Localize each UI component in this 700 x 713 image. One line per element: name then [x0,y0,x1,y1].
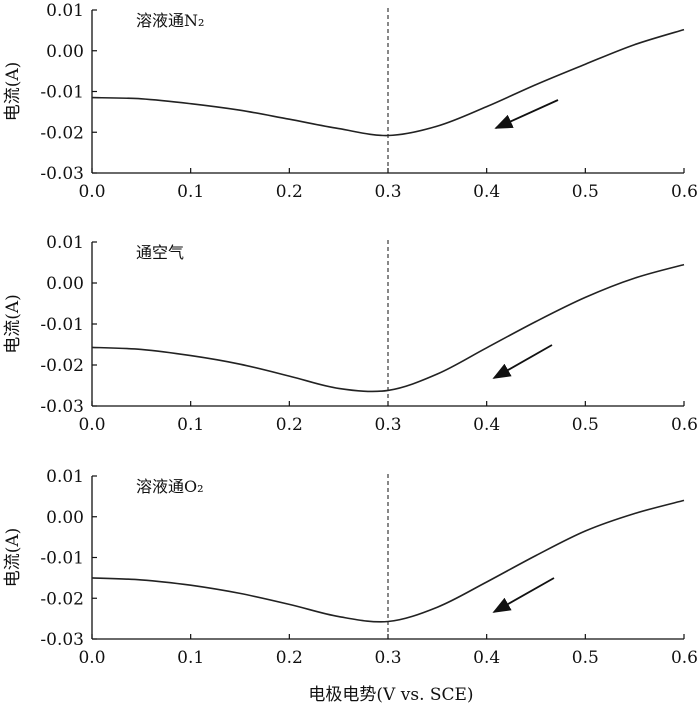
x-tick-label: 0.0 [78,648,105,668]
y-tick-label: -0.03 [40,164,84,184]
panel-annotation: 溶液通N₂ [136,11,204,30]
y-tick-label: -0.01 [40,83,84,103]
x-tick-label: 0.3 [374,415,401,435]
y-tick-label: 0.00 [46,42,84,62]
series-line [91,499,685,623]
x-tick-label: 0.0 [78,415,105,435]
y-tick-label: -0.02 [40,589,84,609]
chart-panel-2: 0.01 0.00 -0.01 -0.02 -0.030.0 0.1 0.2 0.3 0.4 0.… [3,233,698,435]
x-tick-label: 0.4 [473,182,500,202]
y-tick-label: -0.01 [40,315,84,335]
y-tick-label: 0.01 [46,467,84,487]
y-axis-label: 电流(A) [3,62,23,122]
y-axis-label: 电流(A) [3,294,23,354]
x-tick-label: 0.5 [572,182,599,202]
x-tick-label: 0.6 [671,648,698,668]
x-tick-label: 0.2 [276,415,303,435]
series-line [91,263,685,393]
x-tick-label: 0.0 [78,182,105,202]
panel-annotation: 溶液通O₂ [136,477,204,496]
panel-annotation: 通空气 [136,243,184,262]
y-axis-label: 电流(A) [3,528,23,588]
chart-panel-1: 0.01 0.00 -0.01 -0.02 -0.030.0 0.1 0.2 0.3 0.4 0.… [3,1,698,202]
x-tick-label: 0.5 [572,415,599,435]
x-tick-label: 0.1 [177,415,204,435]
y-tick-label: -0.02 [40,356,84,376]
scan-direction-arrow [492,344,553,379]
scan-direction-arrow [494,99,559,129]
y-tick-label: -0.03 [40,397,84,417]
y-tick-label: 0.00 [46,274,84,294]
y-tick-label: -0.02 [40,123,84,143]
x-tick-label: 0.4 [473,648,500,668]
x-tick-label: 0.1 [177,182,204,202]
x-tick-label: 0.5 [572,648,599,668]
series-line [91,28,685,137]
x-tick-label: 0.3 [374,648,401,668]
x-tick-label: 0.6 [671,182,698,202]
y-tick-label: 0.01 [46,233,84,253]
scan-direction-arrow [492,577,555,613]
y-tick-label: -0.01 [40,549,84,569]
y-tick-label: 0.01 [46,1,84,21]
x-tick-label: 0.1 [177,648,204,668]
x-tick-label: 0.6 [671,415,698,435]
chart-panel-3: 0.01 0.00 -0.01 -0.02 -0.030.0 0.1 0.2 0.3 0.4 0.… [3,467,698,668]
x-tick-label: 0.2 [276,182,303,202]
x-tick-label: 0.2 [276,648,303,668]
x-tick-label: 0.3 [374,182,401,202]
y-tick-label: 0.00 [46,508,84,528]
y-tick-label: -0.03 [40,630,84,650]
x-axis-label: 电极电势(V vs. SCE) [308,685,473,705]
x-tick-label: 0.4 [473,415,500,435]
